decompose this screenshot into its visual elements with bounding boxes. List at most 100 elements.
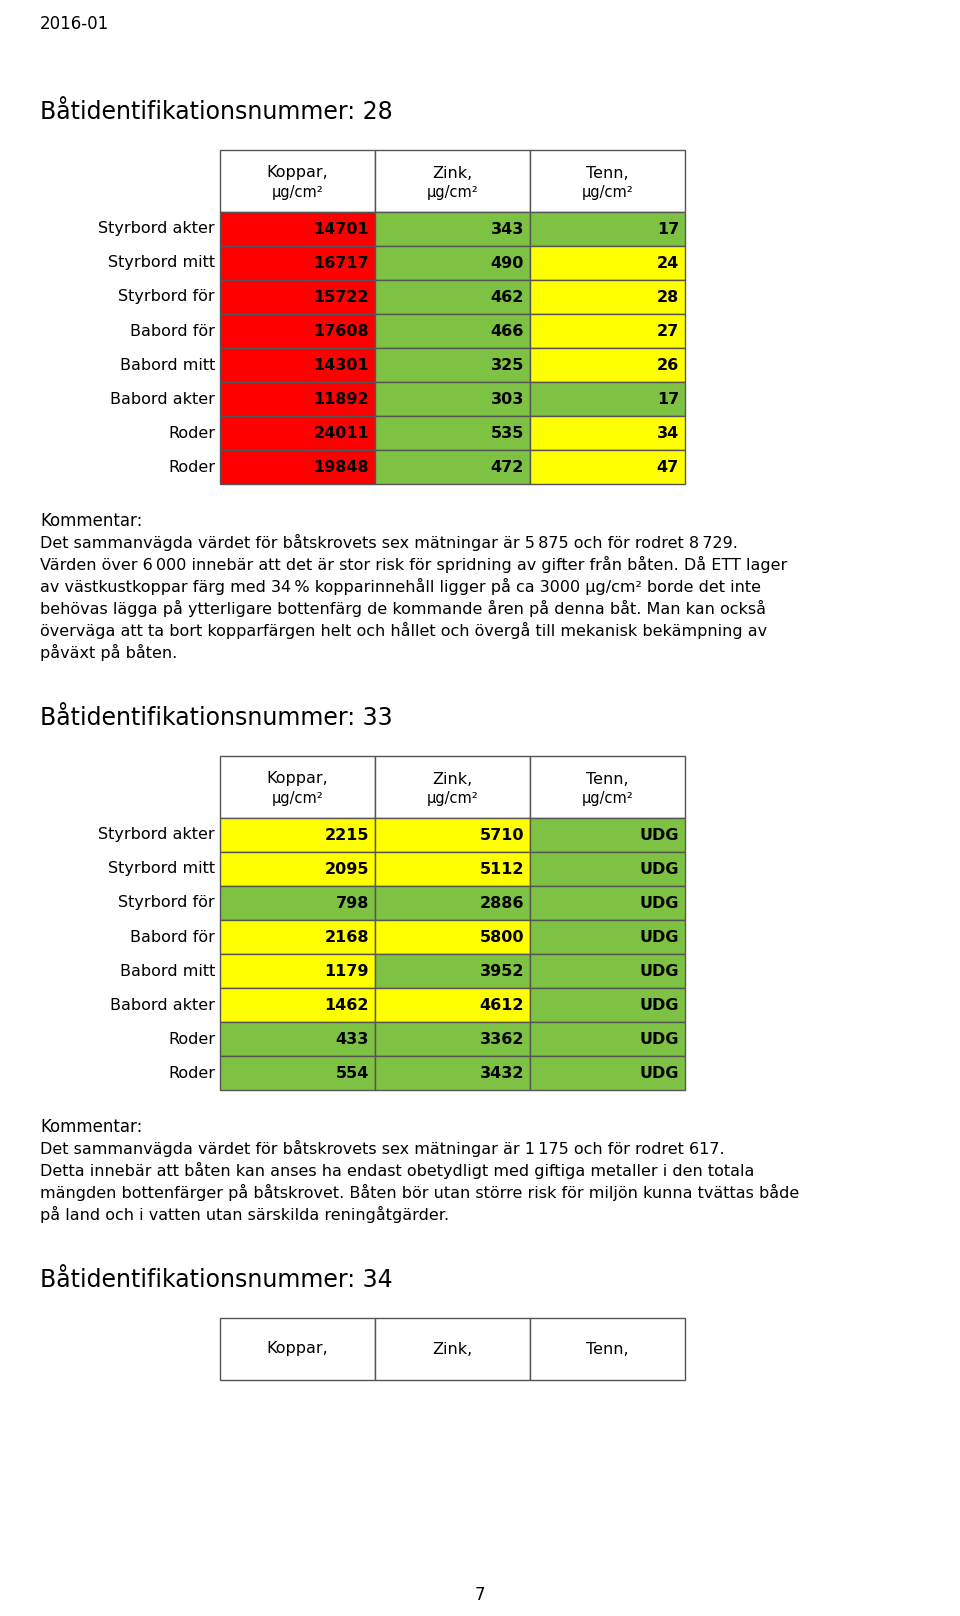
Text: Styrbord akter: Styrbord akter: [98, 827, 215, 842]
Bar: [220, 1021, 375, 1055]
Bar: [220, 449, 375, 485]
Bar: [220, 314, 375, 347]
Text: 1462: 1462: [324, 997, 369, 1013]
Bar: [220, 280, 375, 314]
Text: 472: 472: [491, 459, 524, 475]
Text: Styrbord för: Styrbord för: [118, 895, 215, 910]
Text: 3432: 3432: [479, 1065, 524, 1081]
Text: Tenn,: Tenn,: [587, 165, 629, 181]
Text: 303: 303: [491, 391, 524, 407]
Text: Zink,: Zink,: [432, 771, 472, 787]
Text: μg/cm²: μg/cm²: [426, 186, 478, 200]
Text: Styrbord mitt: Styrbord mitt: [108, 255, 215, 270]
Text: Tenn,: Tenn,: [587, 771, 629, 787]
Bar: [220, 150, 375, 212]
Text: 554: 554: [336, 1065, 369, 1081]
Text: 47: 47: [657, 459, 679, 475]
Bar: [530, 347, 685, 381]
Text: Värden över 6 000 innebär att det är stor risk för spridning av gifter från båte: Värden över 6 000 innebär att det är sto…: [40, 556, 787, 574]
Text: Babord mitt: Babord mitt: [120, 357, 215, 373]
Bar: [530, 246, 685, 280]
Text: påväxt på båten.: påväxt på båten.: [40, 645, 178, 661]
Bar: [375, 1021, 530, 1055]
Text: 2886: 2886: [479, 895, 524, 910]
Bar: [220, 212, 375, 246]
Text: Babord mitt: Babord mitt: [120, 963, 215, 979]
Text: 15722: 15722: [313, 289, 369, 304]
Bar: [375, 381, 530, 415]
Bar: [375, 953, 530, 987]
Text: 17: 17: [657, 391, 679, 407]
Bar: [530, 280, 685, 314]
Text: 27: 27: [657, 323, 679, 338]
Bar: [220, 953, 375, 987]
Text: 7: 7: [475, 1585, 485, 1605]
Text: 16717: 16717: [313, 255, 369, 270]
Bar: [375, 314, 530, 347]
Bar: [375, 1319, 530, 1380]
Text: UDG: UDG: [639, 963, 679, 979]
Text: 28: 28: [657, 289, 679, 304]
Text: 5710: 5710: [479, 827, 524, 842]
Bar: [375, 280, 530, 314]
Text: behövas lägga på ytterligare bottenfärg de kommande åren på denna båt. Man kan o: behövas lägga på ytterligare bottenfärg …: [40, 600, 766, 617]
Text: Båtidentifikationsnummer: 33: Båtidentifikationsnummer: 33: [40, 706, 393, 730]
Bar: [530, 953, 685, 987]
Bar: [220, 920, 375, 953]
Bar: [220, 756, 375, 818]
Text: 2168: 2168: [324, 929, 369, 944]
Text: Babord akter: Babord akter: [110, 391, 215, 407]
Text: 2215: 2215: [324, 827, 369, 842]
Bar: [375, 150, 530, 212]
Text: UDG: UDG: [639, 1065, 679, 1081]
Bar: [375, 920, 530, 953]
Text: Kommentar:: Kommentar:: [40, 512, 142, 530]
Bar: [220, 886, 375, 920]
Bar: [530, 987, 685, 1021]
Bar: [530, 886, 685, 920]
Text: 19848: 19848: [313, 459, 369, 475]
Bar: [220, 818, 375, 852]
Text: μg/cm²: μg/cm²: [582, 792, 634, 806]
Text: 798: 798: [336, 895, 369, 910]
Bar: [375, 246, 530, 280]
Text: 14701: 14701: [313, 221, 369, 236]
Text: μg/cm²: μg/cm²: [272, 792, 324, 806]
Bar: [375, 415, 530, 449]
Bar: [375, 212, 530, 246]
Bar: [375, 1055, 530, 1091]
Text: 26: 26: [657, 357, 679, 373]
Bar: [530, 756, 685, 818]
Text: på land och i vatten utan särskilda reningåtgärder.: på land och i vatten utan särskilda reni…: [40, 1206, 449, 1223]
Bar: [530, 852, 685, 886]
Text: Zink,: Zink,: [432, 1341, 472, 1356]
Text: Roder: Roder: [168, 1065, 215, 1081]
Text: Kommentar:: Kommentar:: [40, 1118, 142, 1136]
Text: Det sammanvägda värdet för båtskrovets sex mätningar är 1 175 och för rodret 617: Det sammanvägda värdet för båtskrovets s…: [40, 1139, 725, 1157]
Text: Tenn,: Tenn,: [587, 1341, 629, 1356]
Text: 3952: 3952: [479, 963, 524, 979]
Text: 535: 535: [491, 425, 524, 441]
Text: μg/cm²: μg/cm²: [272, 186, 324, 200]
Text: 14301: 14301: [313, 357, 369, 373]
Bar: [220, 987, 375, 1021]
Bar: [375, 449, 530, 485]
Text: 343: 343: [491, 221, 524, 236]
Bar: [530, 415, 685, 449]
Text: 462: 462: [491, 289, 524, 304]
Text: UDG: UDG: [639, 861, 679, 876]
Bar: [530, 920, 685, 953]
Text: 24: 24: [657, 255, 679, 270]
Bar: [530, 818, 685, 852]
Text: 5112: 5112: [479, 861, 524, 876]
Text: μg/cm²: μg/cm²: [582, 186, 634, 200]
Text: Styrbord akter: Styrbord akter: [98, 221, 215, 236]
Text: UDG: UDG: [639, 895, 679, 910]
Text: UDG: UDG: [639, 1031, 679, 1047]
Bar: [220, 381, 375, 415]
Bar: [530, 1055, 685, 1091]
Text: 1179: 1179: [324, 963, 369, 979]
Text: Koppar,: Koppar,: [267, 165, 328, 181]
Bar: [220, 347, 375, 381]
Bar: [375, 852, 530, 886]
